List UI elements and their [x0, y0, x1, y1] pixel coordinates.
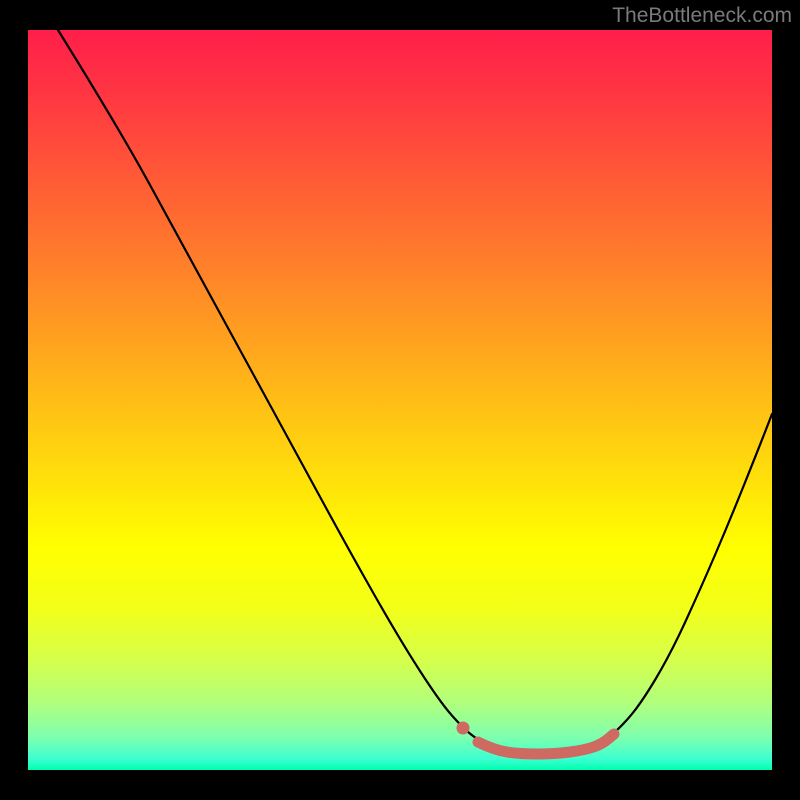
chart-container: TheBottleneck.com — [0, 0, 800, 800]
watermark-text: TheBottleneck.com — [612, 4, 792, 28]
bottleneck-chart — [0, 0, 800, 800]
optimal-point-marker — [457, 722, 470, 735]
gradient-background — [28, 30, 772, 770]
